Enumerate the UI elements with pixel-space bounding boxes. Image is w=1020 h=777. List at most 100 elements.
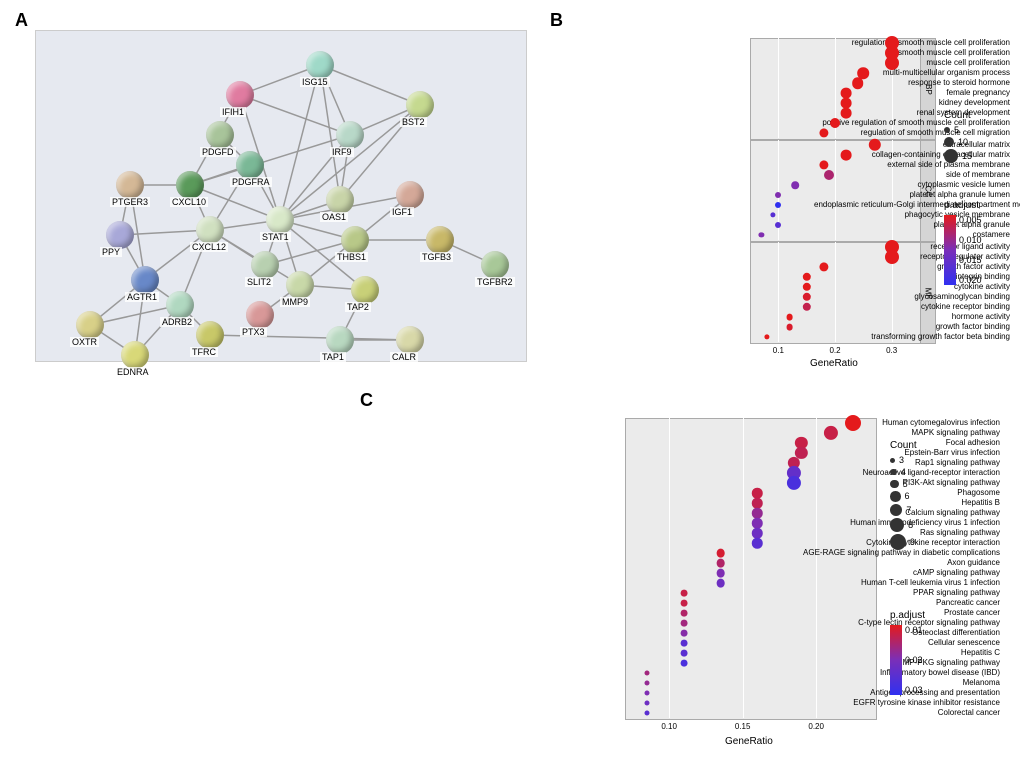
dot [775, 192, 781, 198]
panel-label-a: A [15, 10, 28, 31]
term-label: glycosaminoglycan binding [814, 292, 1010, 301]
dot [645, 671, 650, 676]
term-label: regulation of smooth muscle cell prolife… [814, 38, 1010, 47]
term-label: Osteoclast differentiation [739, 628, 1000, 637]
network-node-label: TGFB3 [420, 252, 453, 262]
dot [824, 170, 834, 180]
dot [645, 701, 650, 706]
network-node [396, 181, 424, 209]
term-label: Colorectal cancer [739, 708, 1000, 717]
dot [792, 181, 800, 189]
term-label: Human T-cell leukemia virus 1 infection [739, 578, 1000, 587]
network-node-label: PPY [100, 247, 122, 257]
network-node-label: EDNRA [115, 367, 151, 377]
term-label: Melanoma [739, 678, 1000, 687]
x-tick-label: 0.2 [829, 346, 840, 355]
dot [645, 691, 650, 696]
network-node-label: TAP1 [320, 352, 346, 362]
network-node [286, 271, 314, 299]
dot [680, 590, 687, 597]
dot [716, 569, 725, 578]
term-label: muscle cell proliferation [814, 58, 1010, 67]
network-node-label: SLIT2 [245, 277, 273, 287]
term-label: regulation of smooth muscle cell migrati… [814, 128, 1010, 137]
term-label: Antigen processing and presentation [739, 688, 1000, 697]
term-label: Phagosome [739, 488, 1000, 497]
term-label: MAPK signaling pathway [739, 428, 1000, 437]
dot [786, 324, 793, 331]
network-node-label: TFRC [190, 347, 218, 357]
network-node [326, 186, 354, 214]
network-node-label: IFIH1 [220, 107, 246, 117]
dot [841, 150, 852, 161]
term-label: Human cytomegalovirus infection [739, 418, 1000, 427]
term-label: cAMP signaling pathway [739, 568, 1000, 577]
dot [716, 579, 725, 588]
dot [786, 314, 793, 321]
term-label: positive regulation of smooth muscle cel… [814, 118, 1010, 127]
network-node [226, 81, 254, 109]
network-node [131, 266, 159, 294]
dot [680, 610, 687, 617]
kegg-dotplot: Human cytomegalovirus infectionMAPK sign… [360, 410, 1000, 760]
x-tick-label: 0.15 [735, 722, 751, 731]
term-label: hormone activity [814, 312, 1010, 321]
term-label: Focal adhesion [739, 438, 1000, 447]
x-axis-title: GeneRatio [810, 358, 858, 369]
network-node-label: CXCL12 [190, 242, 228, 252]
network-node-label: PDGFD [200, 147, 236, 157]
network-node [336, 121, 364, 149]
network-node [166, 291, 194, 319]
network-node-label: IRF9 [330, 147, 354, 157]
dot [830, 118, 840, 128]
network-node [196, 216, 224, 244]
x-axis-title: GeneRatio [725, 736, 773, 747]
network-node-label: PTX3 [240, 327, 267, 337]
term-label: Neuroactive ligand-receptor interaction [739, 468, 1000, 477]
dot [752, 538, 763, 549]
dot [752, 498, 763, 509]
network-node [481, 251, 509, 279]
x-tick-label: 0.20 [808, 722, 824, 731]
network-node-label: OAS1 [320, 212, 348, 222]
network-node [351, 276, 379, 304]
network-node [106, 221, 134, 249]
term-label: EGFR tyrosine kinase inhibitor resistanc… [739, 698, 1000, 707]
network-node-label: CXCL10 [170, 197, 208, 207]
x-tick-label: 0.1 [773, 346, 784, 355]
panel-label-c: C [360, 390, 373, 411]
dot [680, 660, 687, 667]
dot [841, 108, 852, 119]
network-node [406, 91, 434, 119]
network-node-label: ADRB2 [160, 317, 194, 327]
term-label: extracellular matrix [814, 140, 1010, 149]
go-dotplot: BPregulation of smooth muscle cell proli… [550, 30, 1010, 370]
dot [752, 528, 763, 539]
network-node-label: STAT1 [260, 232, 291, 242]
term-label: Calcium signaling pathway [739, 508, 1000, 517]
network-node [341, 226, 369, 254]
network-node-label: THBS1 [335, 252, 368, 262]
network-node-label: BST2 [400, 117, 427, 127]
network-node-label: PTGER3 [110, 197, 150, 207]
network-node-label: CALR [390, 352, 418, 362]
network-node [176, 171, 204, 199]
term-label: Axon guidance [739, 558, 1000, 567]
network-node-label: TAP2 [345, 302, 371, 312]
dot [645, 711, 650, 716]
network-node [326, 326, 354, 354]
network-node-label: ISG15 [300, 77, 330, 87]
dot [680, 640, 687, 647]
network-node [76, 311, 104, 339]
term-label: Rap1 signaling pathway [739, 458, 1000, 467]
term-label: Ras signaling pathway [739, 528, 1000, 537]
dot [775, 222, 781, 228]
network-node [116, 171, 144, 199]
x-tick-label: 0.3 [886, 346, 897, 355]
network-node [306, 51, 334, 79]
term-label: transforming growth factor beta binding [814, 332, 1010, 341]
network-node [121, 341, 149, 369]
term-label: platelet alpha granule lumen [814, 190, 1010, 199]
term-label: AGE-RAGE signaling pathway in diabetic c… [739, 548, 1000, 557]
term-label: cytoplasmic vesicle lumen [814, 180, 1010, 189]
